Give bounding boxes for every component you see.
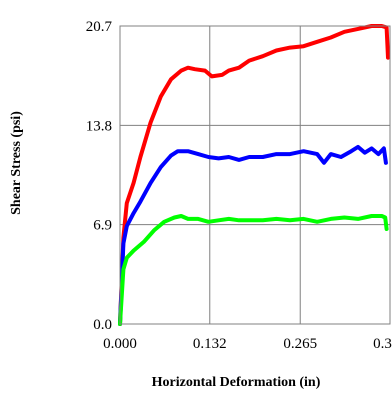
x-tick-label: 0.397	[373, 336, 392, 352]
series-layer	[118, 24, 390, 326]
series-line-1	[118, 24, 390, 326]
y-axis-label: Shear Stress (psi)	[9, 111, 24, 215]
y-tick-label: 6.9	[93, 218, 112, 234]
y-tick-label: 0.0	[93, 317, 112, 333]
plot-area	[120, 26, 390, 324]
x-tick-labels: 0.000 0.132 0.265 0.397	[103, 336, 392, 352]
y-tick-labels: 0.0 6.9 13.8 20.7	[86, 19, 113, 333]
plot-frame	[119, 25, 391, 325]
x-tick-label: 0.000	[103, 336, 137, 352]
y-tick-label: 13.8	[86, 118, 112, 134]
y-tick-label: 20.7	[86, 19, 113, 35]
series-line-3	[118, 214, 389, 326]
x-tick-label: 0.265	[283, 336, 317, 352]
x-axis-label: Horizontal Deformation (in)	[152, 375, 321, 390]
series-line-2	[118, 144, 388, 326]
x-tick-label: 0.132	[193, 336, 227, 352]
